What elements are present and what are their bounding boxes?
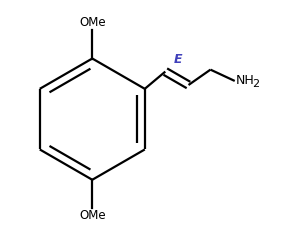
- Text: OMe: OMe: [79, 16, 105, 29]
- Text: NH: NH: [236, 74, 255, 87]
- Text: OMe: OMe: [79, 209, 105, 222]
- Text: 2: 2: [252, 79, 260, 89]
- Text: E: E: [174, 53, 183, 67]
